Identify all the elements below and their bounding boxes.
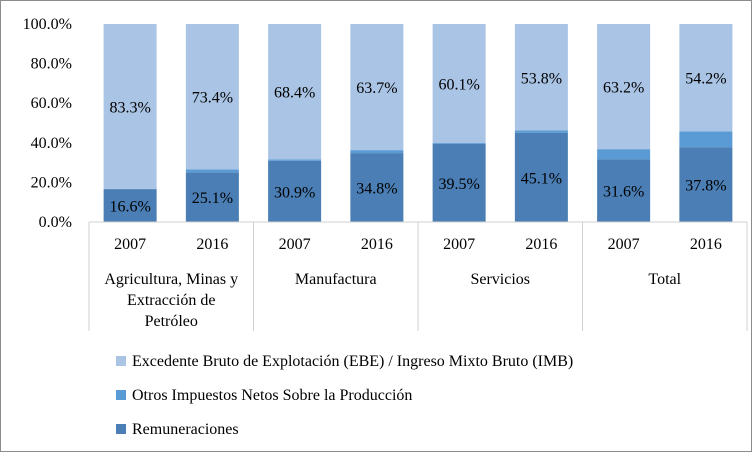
y-tick-label: 60.0% [31, 95, 72, 112]
bar-segment-2 [185, 169, 239, 173]
bar-segment-3 [679, 24, 733, 132]
y-tick-label: 40.0% [31, 135, 72, 152]
y-tick-label: 20.0% [31, 174, 72, 191]
legend-label: Remuneraciones [132, 421, 239, 438]
bar-segment-2 [514, 130, 568, 133]
data-label: 68.4% [274, 85, 315, 102]
bar-segment-1 [514, 132, 568, 222]
bar-segment-3 [350, 24, 404, 151]
data-label: 63.7% [356, 80, 397, 97]
bar-segment-1 [597, 159, 651, 222]
legend-swatch [116, 390, 126, 400]
x-tick-label: 2016 [690, 236, 722, 253]
data-label: 39.5% [438, 176, 479, 193]
bar-segment-1 [268, 160, 322, 222]
group-label: Servicios [470, 271, 530, 288]
bar-segment-3 [597, 24, 651, 150]
x-tick-label: 2007 [279, 236, 311, 253]
group-label: Total [648, 271, 681, 288]
bar-segment-2 [268, 159, 322, 161]
legend-label: Otros Impuestos Netos Sobre la Producció… [132, 387, 412, 404]
group-label: Agricultura, Minas y [104, 271, 238, 288]
data-label: 30.9% [274, 184, 315, 201]
data-label: 45.1% [521, 170, 562, 187]
legend-swatch [116, 424, 126, 434]
bar-segment-3 [514, 24, 568, 131]
data-label: 53.8% [521, 70, 562, 87]
bar-segment-2 [597, 149, 651, 160]
data-label: 31.6% [603, 184, 644, 201]
legend-label: Excedente Bruto de Explotación (EBE) / I… [132, 353, 573, 370]
data-label: 54.2% [685, 71, 726, 88]
x-tick-label: 2007 [114, 236, 146, 253]
data-label: 25.1% [192, 190, 233, 207]
data-label: 34.8% [356, 181, 397, 198]
legend-swatch [116, 356, 126, 366]
data-label: 16.6% [109, 199, 150, 216]
group-label: Manufactura [295, 271, 377, 288]
group-label: Extracción de [127, 292, 215, 309]
data-label: 37.8% [685, 178, 726, 195]
bar-segment-1 [679, 147, 733, 222]
bar-segment-2 [679, 131, 733, 148]
data-label: 63.2% [603, 80, 644, 97]
y-tick-label: 80.0% [31, 56, 72, 73]
x-tick-label: 2016 [361, 236, 393, 253]
data-label: 83.3% [109, 99, 150, 116]
bar-segment-2 [432, 142, 486, 144]
y-tick-label: 100.0% [23, 16, 72, 33]
bar-segment-2 [350, 150, 404, 154]
x-tick-label: 2016 [196, 236, 228, 253]
bar-segment-3 [268, 24, 322, 160]
bar-segment-3 [103, 24, 157, 189]
x-tick-label: 2007 [608, 236, 640, 253]
bar-segment-3 [185, 24, 239, 170]
y-tick-label: 0.0% [39, 214, 72, 231]
data-label: 60.1% [438, 76, 479, 93]
bar-segment-1 [432, 143, 486, 222]
group-label: Petróleo [145, 313, 198, 330]
data-label: 73.4% [192, 90, 233, 107]
bar-segment-3 [432, 24, 486, 143]
bar-segment-1 [350, 153, 404, 222]
bar-segment-1 [103, 189, 157, 222]
x-tick-label: 2016 [525, 236, 557, 253]
x-tick-label: 2007 [443, 236, 475, 253]
bar-segment-1 [185, 172, 239, 222]
